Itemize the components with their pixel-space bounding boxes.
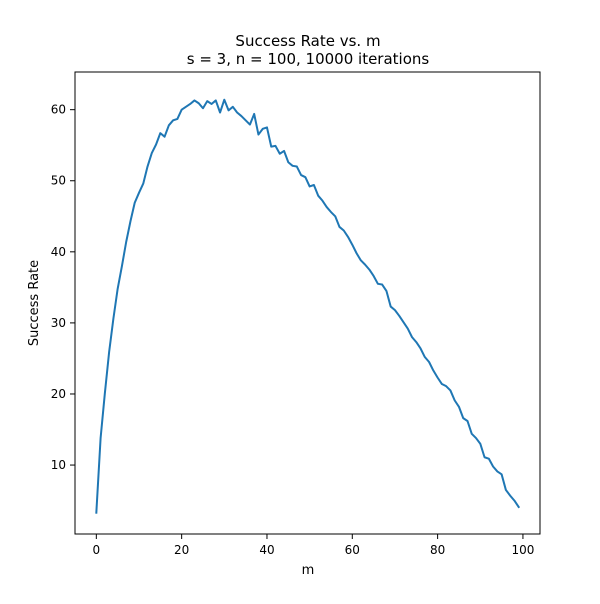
x-tick-label: 80 [430, 543, 445, 557]
chart-subtitle: s = 3, n = 100, 10000 iterations [187, 50, 430, 68]
x-tick-label: 20 [174, 543, 189, 557]
plot-frame [74, 71, 541, 535]
y-tick-label: 10 [51, 458, 66, 472]
y-axis-label: Success Rate [27, 260, 42, 346]
x-tick-label: 60 [345, 543, 360, 557]
x-axis-ticks: 0 20 40 60 80 100 [93, 534, 534, 557]
x-axis-label: m [302, 563, 315, 578]
x-tick-label: 0 [93, 543, 101, 557]
y-tick-label: 20 [51, 387, 66, 401]
x-tick-label: 100 [511, 543, 534, 557]
x-tick-label: 40 [259, 543, 274, 557]
y-tick-label: 50 [51, 174, 66, 188]
y-tick-label: 40 [51, 245, 66, 259]
y-tick-label: 30 [51, 316, 66, 330]
series-line [95, 98, 521, 514]
y-axis-ticks: 10 20 30 40 50 60 [51, 103, 75, 472]
chart-title: Success Rate vs. m [235, 32, 380, 50]
y-tick-label: 60 [51, 103, 66, 117]
